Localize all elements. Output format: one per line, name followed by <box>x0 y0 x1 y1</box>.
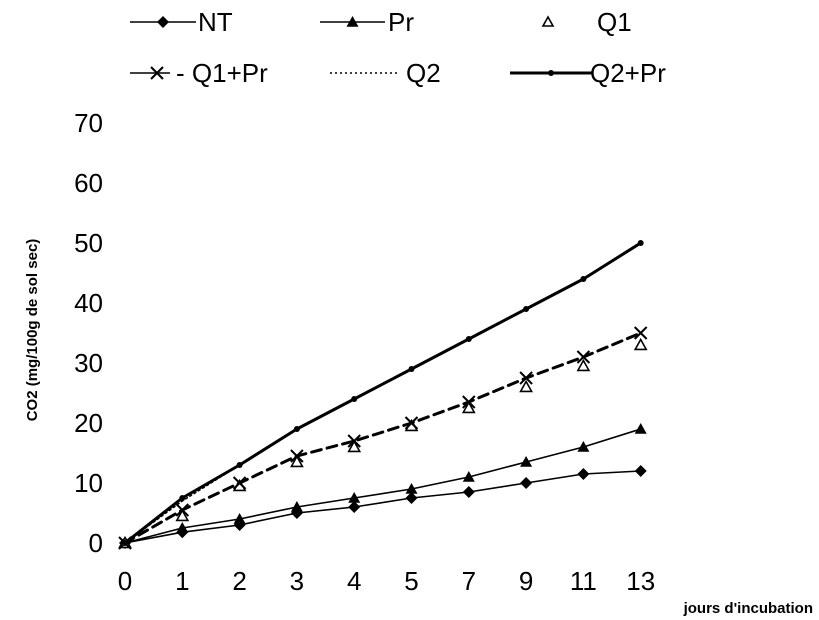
x-tick-label: 7 <box>462 566 476 596</box>
data-point-nt <box>520 477 533 489</box>
data-point-pr <box>233 513 246 524</box>
data-point-q2-pr <box>408 366 415 372</box>
data-point-pr <box>462 471 475 482</box>
data-point-nt <box>462 486 475 498</box>
data-point-q1-pr <box>462 395 476 409</box>
legend-item: Q2+Pr <box>510 58 666 88</box>
x-tick-label: 13 <box>626 566 655 596</box>
data-point-nt <box>634 465 647 477</box>
data-point-q1-pr <box>519 371 533 385</box>
data-point-pr <box>577 441 590 452</box>
legend-marker-swatch <box>548 70 554 76</box>
x-tick-label: 11 <box>570 566 597 596</box>
series-line-q1-pr <box>123 331 643 545</box>
data-point-q1 <box>576 358 591 372</box>
data-point-q2-pr <box>637 240 644 246</box>
y-tick-label: 10 <box>74 468 103 498</box>
y-tick-label: 30 <box>74 348 103 378</box>
data-point-q1-pr <box>232 476 247 490</box>
series-line-q2-pr <box>123 241 643 545</box>
data-point-q1 <box>175 508 190 522</box>
data-point-pr <box>348 492 361 503</box>
x-tick-label: 4 <box>347 566 361 596</box>
data-point-q2-pr <box>293 426 300 432</box>
data-point-q1-pr <box>404 416 419 430</box>
y-axis-title: CO2 (mg/100g de sol sec) <box>24 239 41 422</box>
y-tick-label: 20 <box>74 408 103 438</box>
legend-label: Q2 <box>406 58 441 88</box>
legend-marker-swatch <box>541 15 555 27</box>
legend-item: Pr <box>320 7 414 37</box>
legend-item: - Q1+Pr <box>130 58 268 88</box>
data-point-nt <box>405 492 418 504</box>
x-tick-label: 0 <box>118 566 132 596</box>
chart-legend: NT Pr Q1 - Q1+Pr Q2 Q2+Pr <box>130 7 666 88</box>
chart-markers <box>118 240 648 550</box>
data-point-q1 <box>290 454 304 468</box>
series-line-nt <box>124 470 642 544</box>
x-tick-label: 5 <box>404 566 418 596</box>
data-point-q2-pr <box>236 462 243 468</box>
y-tick-label: 70 <box>74 108 103 138</box>
data-point-nt <box>577 468 590 480</box>
data-point-q2-pr <box>580 276 587 282</box>
legend-marker-swatch <box>150 66 164 80</box>
data-point-pr <box>290 501 303 512</box>
legend-label: Pr <box>388 7 414 37</box>
data-point-pr <box>405 483 418 494</box>
chart-axes: 0 10 20 30 40 50 60 70 0 1 2 3 4 5 7 9 11 13 jours d'incub… <box>24 108 813 617</box>
data-point-q2-pr <box>351 396 358 402</box>
data-point-q2-pr <box>179 495 186 501</box>
data-point-q1 <box>633 337 648 351</box>
x-tick-label: 2 <box>232 566 246 596</box>
y-tick-label: 0 <box>89 528 103 558</box>
y-tick-label: 40 <box>74 288 103 318</box>
data-point-q2-pr <box>122 540 128 546</box>
data-point-q1 <box>347 439 362 453</box>
legend-marker-swatch <box>157 16 169 28</box>
legend-label: Q2+Pr <box>590 58 666 88</box>
data-point-pr <box>520 456 533 467</box>
data-point-q2-pr <box>523 306 530 312</box>
legend-marker-swatch <box>346 16 359 27</box>
data-point-q1 <box>461 400 476 414</box>
data-point-q1 <box>519 379 533 393</box>
legend-label: NT <box>198 7 233 37</box>
legend-item: Q1 <box>541 7 632 37</box>
data-point-pr <box>634 423 647 434</box>
y-tick-label: 50 <box>74 228 103 258</box>
data-point-nt <box>348 501 361 513</box>
y-tick-label: 60 <box>74 168 103 198</box>
x-tick-label: 3 <box>290 566 304 596</box>
data-point-pr <box>176 522 189 533</box>
x-axis-title: jours d'incubation <box>683 600 813 617</box>
x-tick-label: 1 <box>175 566 189 596</box>
legend-item: Q2 <box>330 58 441 88</box>
legend-label: - Q1+Pr <box>176 58 268 88</box>
legend-label: Q1 <box>597 7 632 37</box>
chart-series <box>123 241 643 545</box>
legend-item: NT <box>130 7 233 37</box>
data-point-q1-pr <box>633 326 648 340</box>
data-point-q2-pr <box>465 336 472 342</box>
data-point-q1-pr <box>290 449 304 463</box>
series-line-pr <box>124 428 642 544</box>
data-point-q1-pr <box>347 434 361 448</box>
data-point-q1-pr <box>576 350 591 364</box>
data-point-q1-pr <box>175 503 190 517</box>
x-tick-label: 9 <box>519 566 533 596</box>
